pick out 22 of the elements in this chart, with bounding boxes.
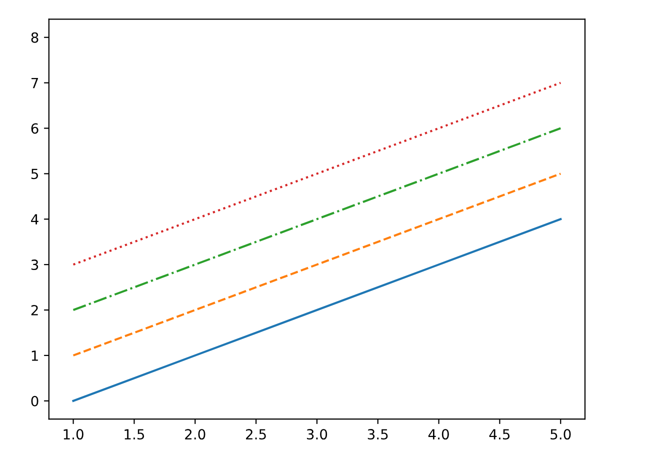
y-tick-label: 0 xyxy=(31,396,38,406)
y-tick-label: 5 xyxy=(31,168,38,180)
y-tick-label: 6 xyxy=(31,123,38,134)
x-tick-label: 4.0 xyxy=(428,429,449,440)
x-tick-label: 1.0 xyxy=(64,429,84,440)
y-tick-label: 1 xyxy=(32,350,38,361)
line-series xyxy=(72,127,562,312)
x-tick-label: 3.0 xyxy=(306,429,328,440)
line-series xyxy=(72,218,562,402)
x-tick-label: 2.0 xyxy=(185,429,206,440)
line-series xyxy=(72,82,562,266)
line-series xyxy=(72,172,562,356)
y-tick-label: 7 xyxy=(31,78,38,88)
x-tick-label: 5.0 xyxy=(550,429,571,440)
y-tick-label: 2 xyxy=(31,304,38,316)
y-tick-label: 3 xyxy=(31,260,38,270)
x-tick-label: 2.5 xyxy=(246,429,266,440)
x-tick-label: 1.5 xyxy=(124,429,144,440)
x-tick-label: 3.5 xyxy=(368,429,388,440)
y-tick-label: 4 xyxy=(31,214,38,224)
x-tick-label: 4.5 xyxy=(489,429,510,440)
y-tick-label: 8 xyxy=(31,32,38,43)
